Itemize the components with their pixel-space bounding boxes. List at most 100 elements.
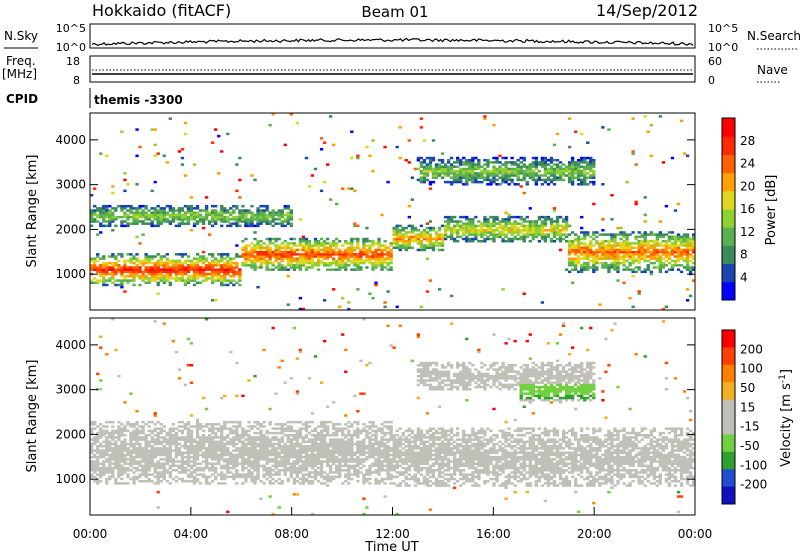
heatmap-cell (217, 259, 221, 263)
heatmap-cell (637, 239, 641, 243)
heatmap-cell (123, 224, 127, 228)
heatmap-cell (105, 479, 109, 483)
heatmap-cell (528, 176, 532, 179)
heatmap-cell (307, 449, 312, 452)
heatmap-cell (298, 255, 303, 258)
heatmap-cell (679, 237, 684, 241)
heatmap-cell (132, 218, 136, 221)
heatmap-cell (307, 482, 312, 485)
heatmap-cell (428, 244, 433, 247)
heatmap-cell (443, 174, 448, 177)
heatmap-cell (531, 224, 535, 228)
heatmap-cell (201, 268, 206, 271)
heatmap-cell (286, 257, 290, 260)
heatmap-cell (265, 259, 269, 263)
heatmap-cell (256, 244, 260, 247)
heatmap-cell (144, 471, 148, 474)
heatmap-cell (289, 261, 293, 265)
heatmap-cell (310, 462, 315, 465)
heatmap-cell (492, 229, 496, 232)
heatmap-cell (676, 255, 681, 258)
heatmap-cell (492, 161, 496, 164)
heatmap-cell (546, 158, 551, 162)
figure-title: Hokkaido (fitACF) (92, 1, 231, 20)
heatmap-cell (577, 239, 581, 243)
heatmap-cell (338, 259, 342, 263)
heatmap-cell (156, 270, 160, 274)
heatmap-cell (90, 475, 94, 479)
heatmap-cell (183, 427, 188, 430)
heatmap-cell (325, 473, 330, 476)
heatmap-cell (159, 272, 163, 276)
heatmap-cell (601, 248, 605, 252)
heatmap-cell (93, 261, 97, 265)
heatmap-cell (180, 261, 185, 265)
heatmap-cell (462, 229, 466, 232)
heatmap-cell (114, 464, 118, 468)
heatmap-cell (307, 259, 312, 263)
heatmap-cell (238, 425, 242, 428)
heatmap-cell (459, 180, 463, 184)
heatmap-cell (586, 244, 590, 247)
heatmap-cell (150, 453, 154, 457)
heatmap-cell (528, 224, 532, 228)
heatmap-cell (519, 215, 523, 219)
heatmap-cell (247, 379, 251, 382)
heatmap-cell (129, 423, 133, 426)
heatmap-cell (271, 473, 275, 476)
heatmap-cell (474, 229, 478, 232)
heatmap-cell (120, 458, 124, 461)
heatmap-cell (247, 211, 251, 214)
heatmap-cell (241, 209, 245, 212)
heatmap-cell (186, 337, 191, 341)
heatmap-cell (220, 215, 224, 219)
heatmap-cell (580, 174, 584, 177)
heatmap-cell (492, 222, 496, 225)
heatmap-cell (277, 482, 281, 485)
heatmap-cell (183, 423, 188, 426)
heatmap-cell (449, 235, 454, 239)
heatmap-cell (247, 257, 251, 260)
heatmap-cell (174, 431, 179, 435)
heatmap-cell (652, 266, 656, 269)
heatmap-cell (226, 272, 230, 276)
heatmap-cell (90, 215, 94, 219)
heatmap-cell (440, 161, 445, 164)
heatmap-cell (531, 165, 535, 169)
heatmap-cell (292, 477, 296, 481)
heatmap-cell (307, 453, 312, 457)
heatmap-cell (298, 447, 303, 450)
heatmap-cell (247, 253, 251, 256)
heatmap-cell (165, 259, 169, 263)
heatmap-cell (295, 264, 300, 267)
heatmap-cell (204, 266, 209, 269)
heatmap-cell (392, 237, 396, 241)
heatmap-cell (474, 167, 478, 171)
heatmap-cell (156, 220, 160, 223)
heatmap-cell (211, 274, 215, 278)
heatmap-cell (93, 264, 97, 267)
heatmap-cell (425, 237, 430, 241)
heatmap-cell (583, 253, 587, 256)
heatmap-cell (223, 277, 227, 280)
heatmap-cell (691, 257, 696, 260)
heatmap-cell (280, 458, 284, 461)
heatmap-cell (301, 449, 306, 452)
heatmap-cell (90, 220, 94, 223)
heatmap-cell (462, 174, 466, 177)
heatmap-cell (120, 442, 124, 446)
heatmap-cell (271, 255, 275, 258)
heatmap-cell (325, 257, 330, 260)
heatmap-cell (341, 455, 345, 459)
heatmap-cell (589, 266, 593, 269)
heatmap-cell (247, 420, 251, 424)
heatmap-cell (443, 167, 448, 171)
heatmap-cell (168, 453, 172, 457)
heatmap-cell (298, 218, 303, 221)
heatmap-cell (574, 237, 578, 241)
heatmap-cell (235, 264, 239, 267)
heatmap-cell (220, 436, 224, 439)
heatmap-cell (658, 270, 663, 274)
heatmap-cell (649, 257, 653, 260)
cpid-value: themis -3300 (94, 93, 183, 107)
